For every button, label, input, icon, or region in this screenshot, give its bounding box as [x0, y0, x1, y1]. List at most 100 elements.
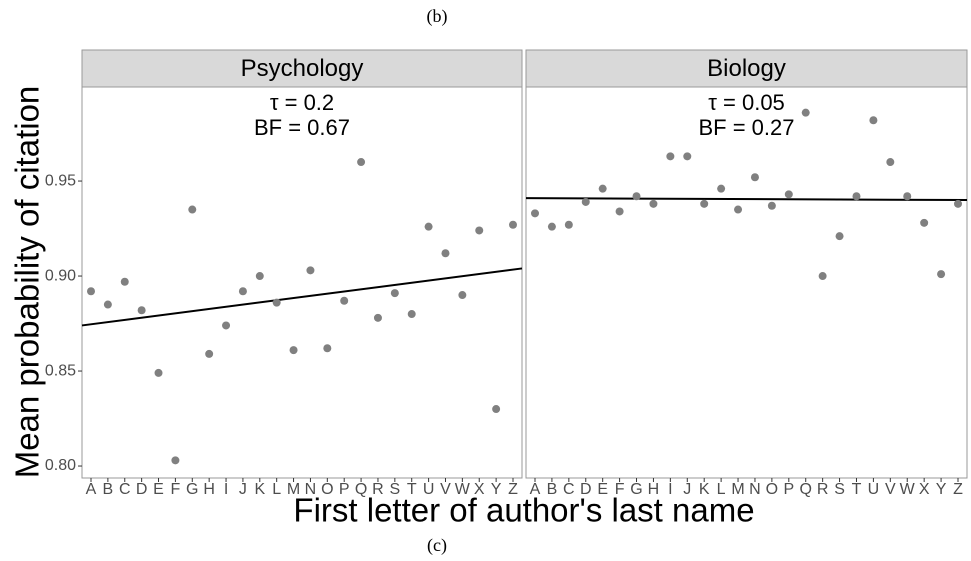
x-tick-label: W	[455, 481, 471, 498]
x-tick-label: F	[171, 481, 181, 498]
x-tick-label: R	[372, 481, 384, 498]
x-tick-label: D	[580, 481, 592, 498]
x-tick-label: M	[287, 481, 300, 498]
x-tick-label: T	[852, 481, 862, 498]
point	[222, 321, 231, 330]
point	[547, 222, 556, 231]
point	[632, 192, 641, 201]
x-tick-label: S	[834, 481, 845, 498]
x-tick-label: W	[900, 481, 916, 498]
x-tick-label: Q	[355, 481, 367, 498]
x-tick-label: T	[407, 481, 417, 498]
point	[492, 405, 501, 414]
point	[649, 199, 658, 208]
point	[615, 207, 624, 216]
point	[306, 266, 315, 275]
x-tick-label: S	[390, 481, 401, 498]
point	[509, 220, 517, 229]
point	[137, 306, 146, 315]
x-tick-label: J	[683, 481, 691, 498]
x-tick-label: G	[186, 481, 198, 498]
x-tick-label: P	[783, 481, 794, 498]
x-tick-label: L	[717, 481, 726, 498]
trend-line	[81, 267, 523, 327]
point	[835, 232, 844, 241]
point	[564, 220, 573, 229]
x-tick-label: Z	[508, 481, 518, 498]
point	[581, 197, 590, 206]
x-axis-title: First letter of author's last name	[293, 492, 754, 529]
point	[272, 298, 281, 307]
point	[683, 152, 692, 161]
strip	[525, 49, 968, 88]
point	[531, 209, 539, 218]
x-tick-label: G	[630, 481, 642, 498]
x-tick-label: I	[668, 481, 672, 498]
panel-title: Psychology	[241, 55, 364, 82]
x-tick-label: K	[699, 481, 710, 498]
point	[818, 272, 827, 281]
point	[87, 287, 95, 296]
point	[903, 192, 912, 201]
point	[424, 222, 433, 231]
annotation: BF = 0.67	[254, 115, 350, 140]
x-tick-label: E	[153, 481, 164, 498]
x-tick-label: E	[597, 481, 608, 498]
x-tick-label: H	[203, 481, 215, 498]
point	[937, 270, 946, 279]
x-tick-label: P	[339, 481, 350, 498]
point	[390, 289, 399, 298]
x-tick-label: O	[321, 481, 333, 498]
x-tick-label: U	[423, 481, 435, 498]
point	[323, 344, 332, 353]
point	[103, 300, 112, 309]
x-tick-label: C	[563, 481, 575, 498]
x-tick-label: K	[254, 481, 265, 498]
caption: (c)	[427, 535, 447, 556]
point	[869, 116, 878, 125]
y-axis-title: Mean probability of citation	[9, 86, 46, 479]
panel	[525, 86, 968, 479]
point	[188, 205, 197, 214]
point	[666, 152, 675, 161]
x-tick-label: C	[119, 481, 131, 498]
panel	[81, 86, 523, 479]
x-tick-label: X	[474, 481, 485, 498]
trend-line	[525, 197, 968, 202]
point	[407, 310, 416, 319]
point	[373, 313, 382, 322]
x-tick-label: A	[530, 481, 541, 498]
point	[784, 190, 793, 199]
point	[750, 173, 759, 182]
x-tick-label: N	[749, 481, 761, 498]
x-tick-label: A	[86, 481, 97, 498]
x-tick-label: B	[103, 481, 114, 498]
annotation: τ = 0.2	[270, 90, 334, 115]
strip	[81, 49, 523, 88]
point	[238, 287, 247, 296]
y-tick-label: 0.85	[45, 362, 76, 379]
y-tick-label: 0.90	[45, 267, 76, 284]
point	[700, 199, 709, 208]
point	[734, 205, 743, 214]
point	[801, 108, 810, 117]
x-tick-label: Y	[936, 481, 947, 498]
x-tick-label: J	[239, 481, 247, 498]
annotation: BF = 0.27	[698, 115, 794, 140]
point	[717, 184, 726, 193]
x-tick-label: O	[766, 481, 778, 498]
x-tick-label: D	[136, 481, 148, 498]
point	[441, 249, 450, 258]
y-tick-label: 0.80	[45, 457, 76, 474]
point	[357, 158, 366, 167]
point	[340, 296, 349, 305]
x-tick-label: M	[731, 481, 744, 498]
x-tick-label: Z	[953, 481, 963, 498]
panel-title: Biology	[707, 55, 786, 82]
y-tick-label: 0.95	[45, 172, 76, 189]
point	[120, 277, 129, 286]
x-tick-label: Y	[491, 481, 502, 498]
point	[255, 272, 264, 281]
